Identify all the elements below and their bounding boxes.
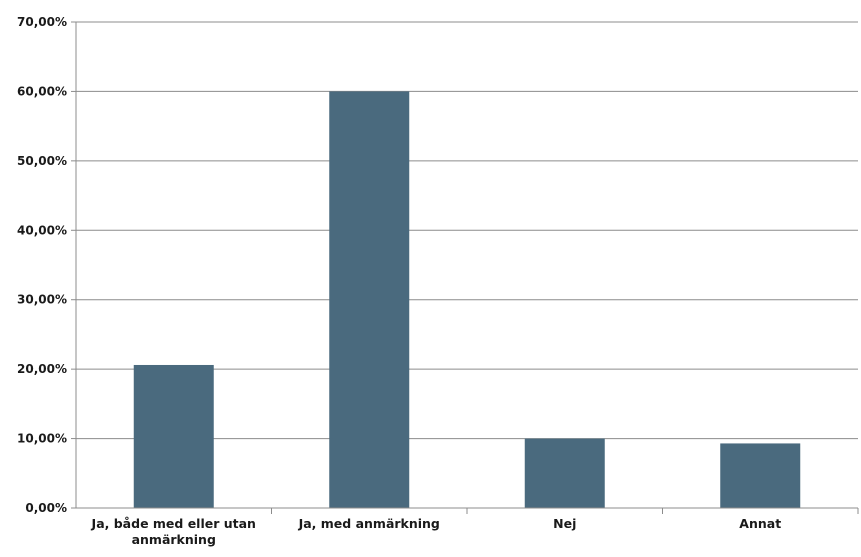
bar [329, 91, 410, 508]
y-tick-label: 10,00% [17, 432, 67, 446]
y-axis-tick-labels: 0,00% 10,00% 20,00% 30,00% 40,00% 50,00% 60,00… [17, 15, 76, 515]
y-tick-label: 30,00% [17, 293, 67, 307]
y-tick-label: 40,00% [17, 223, 67, 237]
x-category-label: Nej [553, 516, 576, 531]
y-tick-label: 50,00% [17, 154, 67, 168]
y-tick-label: 0,00% [25, 501, 67, 515]
x-category-label: Ja, både med eller utan anmärkning [91, 516, 256, 547]
y-tick-label: 70,00% [17, 15, 67, 29]
x-category-label: Annat [739, 516, 781, 531]
bar [524, 438, 605, 508]
x-axis [75, 22, 859, 514]
bar [720, 443, 801, 508]
bars [133, 91, 801, 508]
y-tick-label: 60,00% [17, 84, 67, 98]
bar [133, 364, 214, 508]
x-axis-category-labels: Ja, både med eller utan anmärkning Ja, med… [91, 516, 782, 547]
y-tick-label: 20,00% [17, 362, 67, 376]
x-category-label: Ja, med anmärkning [298, 516, 440, 531]
